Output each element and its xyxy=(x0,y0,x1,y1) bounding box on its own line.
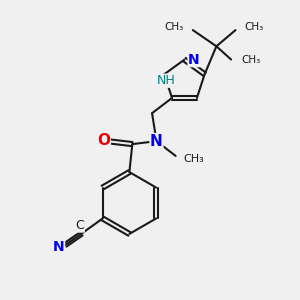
Text: O: O xyxy=(97,133,110,148)
Text: N: N xyxy=(53,240,64,254)
Text: N: N xyxy=(150,134,163,149)
Text: CH₃: CH₃ xyxy=(183,154,204,164)
Text: C: C xyxy=(76,219,84,232)
Text: CH₃: CH₃ xyxy=(244,22,264,32)
Text: NH: NH xyxy=(156,74,175,87)
Text: CH₃: CH₃ xyxy=(165,22,184,32)
Text: CH₃: CH₃ xyxy=(242,55,261,64)
Text: N: N xyxy=(188,52,200,67)
